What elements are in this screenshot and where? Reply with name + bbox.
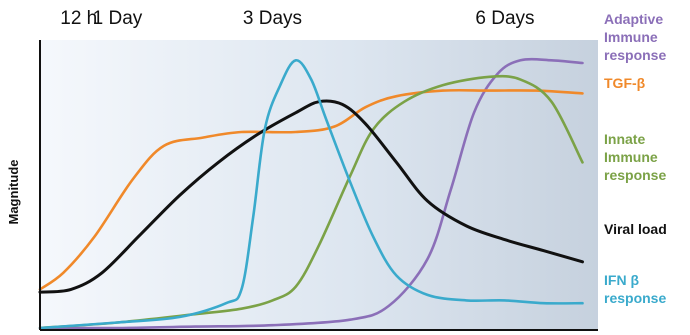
x-tick-label-3: 6 Days xyxy=(475,8,534,29)
x-tick-label-2: 3 Days xyxy=(243,8,302,29)
legend-label-4-line-0: IFN β xyxy=(604,272,639,288)
legend-label-3: Viral load xyxy=(604,221,667,237)
legend-label-2-line-0: Innate xyxy=(604,131,645,147)
legend-label-0-line-2: response xyxy=(604,47,666,63)
series-layer xyxy=(38,57,584,330)
x-tick-label-1: 1 Day xyxy=(93,8,143,29)
legend-label-0-line-1: Immune xyxy=(604,29,658,45)
legend-label-0: Adaptive Immune response xyxy=(604,11,666,63)
plot-background xyxy=(40,40,598,330)
series-line-4 xyxy=(38,59,584,330)
x-tick-layer: 12 h1 Day 3 Days 6 Days xyxy=(60,8,534,29)
legend-label-3-line-0: Viral load xyxy=(604,221,667,237)
legend-label-2: Innate Immune response xyxy=(604,131,666,183)
legend-layer: Adaptive Immune response TGF-β Innate Immune r… xyxy=(604,11,667,306)
series-line-1 xyxy=(38,88,584,291)
legend-label-0-line-0: Adaptive xyxy=(604,11,663,27)
y-axis-label: Magnitude xyxy=(6,160,21,225)
legend-label-4-line-1: response xyxy=(604,290,666,306)
legend-label-2-line-1: Immune xyxy=(604,149,658,165)
x-tick-label-0: 12 h xyxy=(60,8,97,29)
legend-label-1-line-0: TGF-β xyxy=(604,75,646,91)
series-line-0 xyxy=(38,57,584,330)
series-line-2 xyxy=(38,74,584,330)
legend-label-4: IFN β response xyxy=(604,272,666,306)
legend-label-2-line-2: response xyxy=(604,167,666,183)
legend-label-1: TGF-β xyxy=(604,75,646,91)
